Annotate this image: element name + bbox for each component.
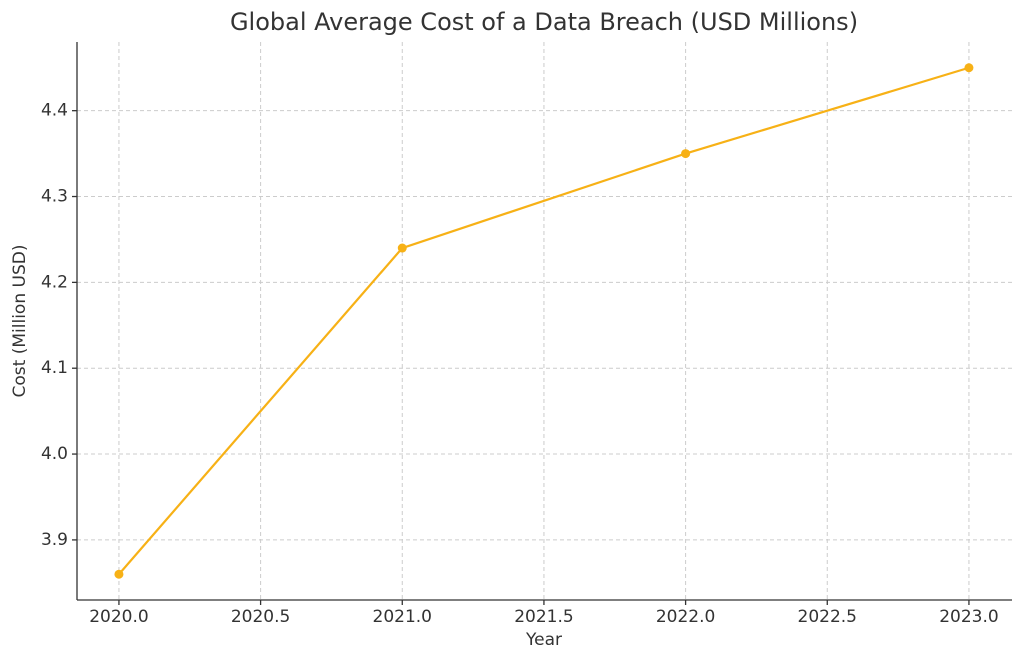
x-tick-label: 2022.0 bbox=[656, 607, 715, 627]
point bbox=[964, 63, 974, 73]
x-tick-label: 2020.0 bbox=[89, 607, 148, 627]
x-tick-label: 2021.0 bbox=[373, 607, 432, 627]
point bbox=[397, 243, 407, 253]
x-axis-label: Year bbox=[525, 630, 562, 650]
x-tick-label: 2021.5 bbox=[514, 607, 573, 627]
point bbox=[114, 569, 124, 579]
line bbox=[118, 66, 970, 575]
y-tick-label: 4.1 bbox=[41, 358, 68, 378]
y-tick-label: 4.3 bbox=[41, 187, 68, 207]
y-tick-label: 4.2 bbox=[41, 272, 68, 292]
x-tick-label: 2023.0 bbox=[939, 607, 998, 627]
y-tick-label: 4.4 bbox=[41, 101, 68, 121]
y-tick-label: 4.0 bbox=[41, 444, 68, 464]
y-axis-label: Cost (Million USD) bbox=[10, 245, 30, 398]
y-tick-label: 3.9 bbox=[41, 530, 68, 550]
point bbox=[681, 149, 691, 159]
x-tick-label: 2020.5 bbox=[231, 607, 290, 627]
x-tick-label: 2022.5 bbox=[798, 607, 857, 627]
chart-title: Global Average Cost of a Data Breach (US… bbox=[230, 8, 858, 36]
